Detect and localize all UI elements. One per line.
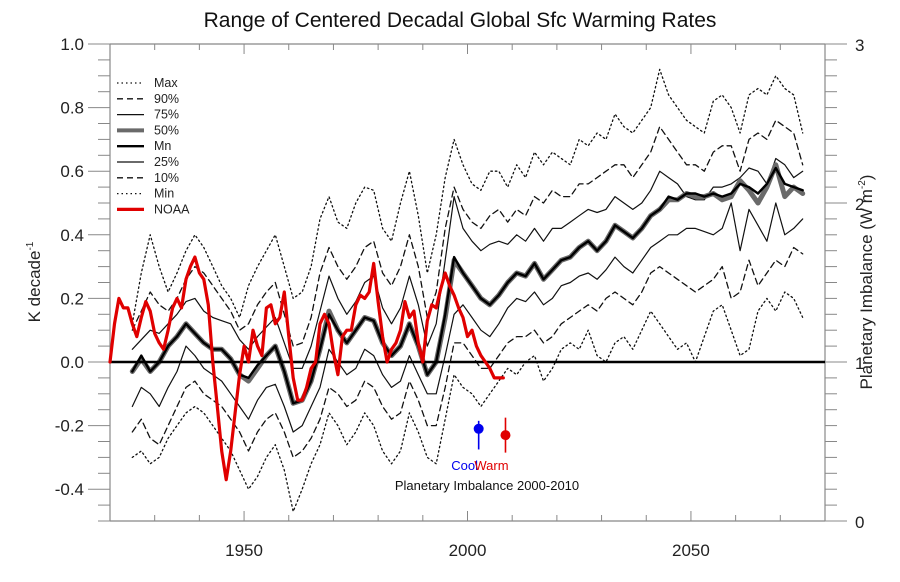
x-tick-label: 1950 bbox=[225, 541, 263, 560]
imbalance-point-cool bbox=[473, 423, 484, 434]
y2-axis-label-superscript: -2 bbox=[857, 180, 868, 189]
legend-label-p25: 25% bbox=[154, 155, 179, 169]
series-line-p90 bbox=[131, 119, 804, 347]
svg-text:K decade-1: K decade-1 bbox=[25, 241, 44, 322]
legend-label-min: Min bbox=[154, 187, 174, 201]
annotation-label-cool: Cool bbox=[451, 458, 478, 473]
series-line-mn bbox=[131, 166, 804, 405]
y-tick-label: 0.0 bbox=[60, 353, 84, 372]
y-axis-label-text: K decade bbox=[25, 251, 44, 323]
y-tick-label: -0.2 bbox=[55, 417, 84, 436]
y2-axis-label-close: ) bbox=[857, 175, 876, 181]
series-line-p50 bbox=[129, 162, 806, 406]
legend-label-p10: 10% bbox=[154, 171, 179, 185]
noaa-series-group bbox=[108, 255, 505, 482]
svg-text:Planetary Imbalance (W m-2): Planetary Imbalance (W m-2) bbox=[857, 175, 876, 390]
imbalance-point-warm bbox=[500, 430, 511, 441]
y-axis-label-right: Planetary Imbalance (W m-2) bbox=[857, 175, 876, 390]
y2-tick-label: 3 bbox=[855, 36, 864, 55]
y2-axis-label-text: Planetary Imbalance (W m bbox=[857, 189, 876, 389]
y2-tick-label: 0 bbox=[855, 513, 864, 532]
x-tick-label: 2050 bbox=[672, 541, 710, 560]
series-line-p25 bbox=[131, 202, 804, 433]
annotation-label-warm: Warm bbox=[474, 458, 508, 473]
series-line-p75 bbox=[131, 157, 804, 369]
chart-title: Range of Centered Decadal Global Sfc War… bbox=[204, 9, 717, 32]
legend-label-p50: 50% bbox=[154, 123, 179, 137]
y-tick-label: -0.4 bbox=[55, 480, 84, 499]
annotation-title: Planetary Imbalance 2000-2010 bbox=[395, 478, 579, 493]
y-tick-label: 0.8 bbox=[60, 99, 84, 118]
y-tick-label: 0.6 bbox=[60, 162, 84, 181]
y-tick-label: 0.2 bbox=[60, 289, 84, 308]
y2-tick-label: 2 bbox=[855, 195, 864, 214]
y2-tick-label: 1 bbox=[855, 354, 864, 373]
legend-label-p90: 90% bbox=[154, 92, 179, 106]
y-axis-label-superscript: -1 bbox=[25, 241, 36, 250]
y-tick-label: 0.4 bbox=[60, 226, 84, 245]
y-tick-label: 1.0 bbox=[60, 35, 84, 54]
y-axis-left: -0.4 -0.2 0.0 0.2 0.4 0.6 0.8 1.0 bbox=[55, 35, 110, 522]
x-tick-label: 2000 bbox=[449, 541, 487, 560]
legend-label-max: Max bbox=[154, 76, 178, 90]
legend-label-noaa: NOAA bbox=[154, 202, 190, 216]
series-line-max bbox=[131, 68, 804, 325]
y-axis-label-left: K decade-1 bbox=[25, 241, 44, 322]
series-line-noaa bbox=[108, 255, 505, 482]
x-axis: 1950 2000 2050 bbox=[109, 44, 826, 560]
series-line-p10 bbox=[131, 246, 804, 459]
series-line-min bbox=[131, 291, 804, 513]
y-axis-right: 0 1 2 3 bbox=[825, 36, 864, 532]
series-group bbox=[129, 68, 806, 513]
legend-label-mn: Mn bbox=[154, 139, 171, 153]
legend-label-p75: 75% bbox=[154, 108, 179, 122]
